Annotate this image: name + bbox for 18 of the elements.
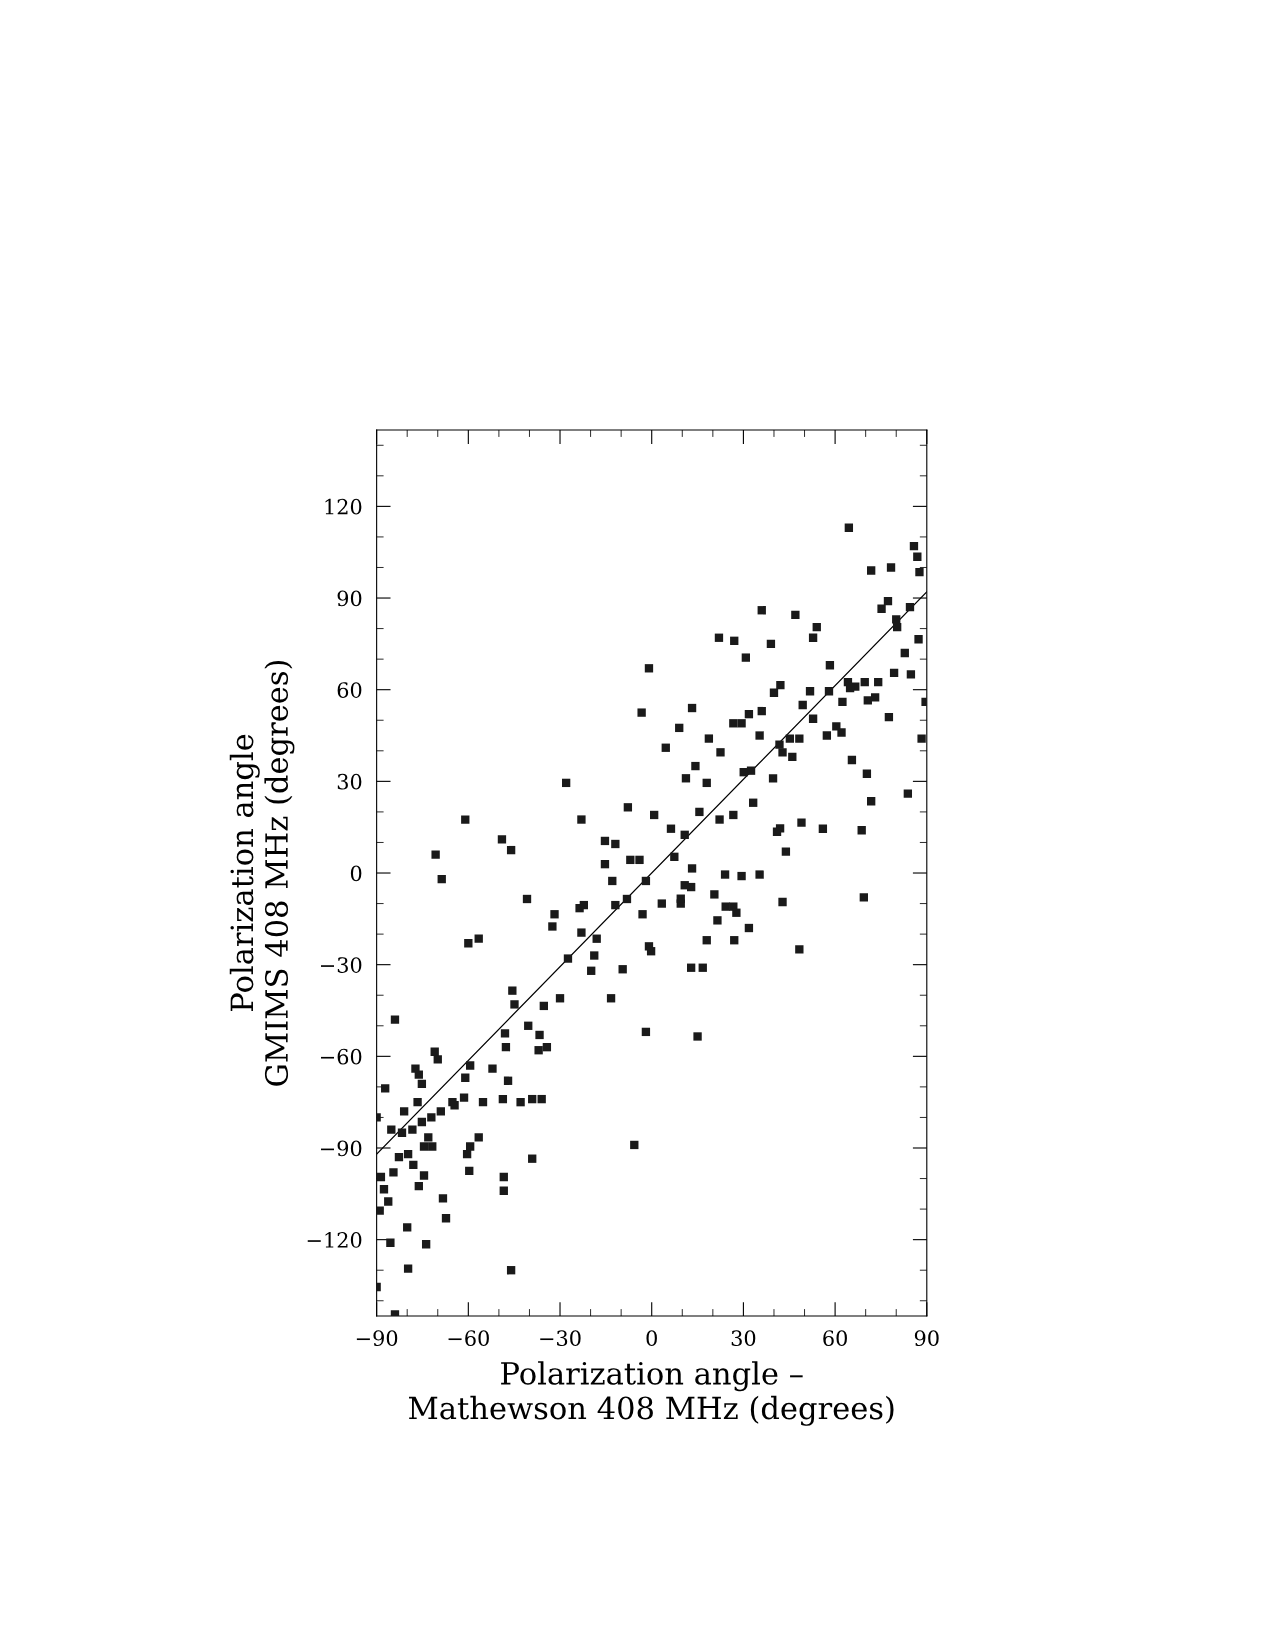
- y-tick-label: 60: [337, 682, 362, 698]
- y-tick-label: −30: [320, 957, 362, 973]
- y-tick-label: −120: [307, 1232, 362, 1248]
- x-tick-label: −60: [448, 1330, 489, 1347]
- y-tick-label: −90: [320, 1140, 362, 1157]
- y-tick-label: 90: [337, 590, 362, 607]
- y-tick-label: 30: [337, 773, 362, 790]
- y-tick-label: 120: [325, 498, 362, 515]
- x-axis-title: Polarization angle – Mathewson 408 MHz (degrees): [409, 1361, 894, 1426]
- x-tick-label: 0: [646, 1330, 657, 1347]
- x-tick-label: −90: [356, 1330, 398, 1347]
- y-tick-label: 0: [350, 865, 362, 882]
- x-tick-label: 60: [823, 1330, 847, 1347]
- x-tick-label: 30: [731, 1330, 756, 1347]
- y-tick-label: −60: [320, 1048, 362, 1065]
- x-tick-label: 90: [914, 1330, 939, 1347]
- y-axis-title: Polarization angle GMIMS 408 MHz (degrees): [229, 660, 295, 1086]
- x-tick-label: −30: [540, 1330, 581, 1347]
